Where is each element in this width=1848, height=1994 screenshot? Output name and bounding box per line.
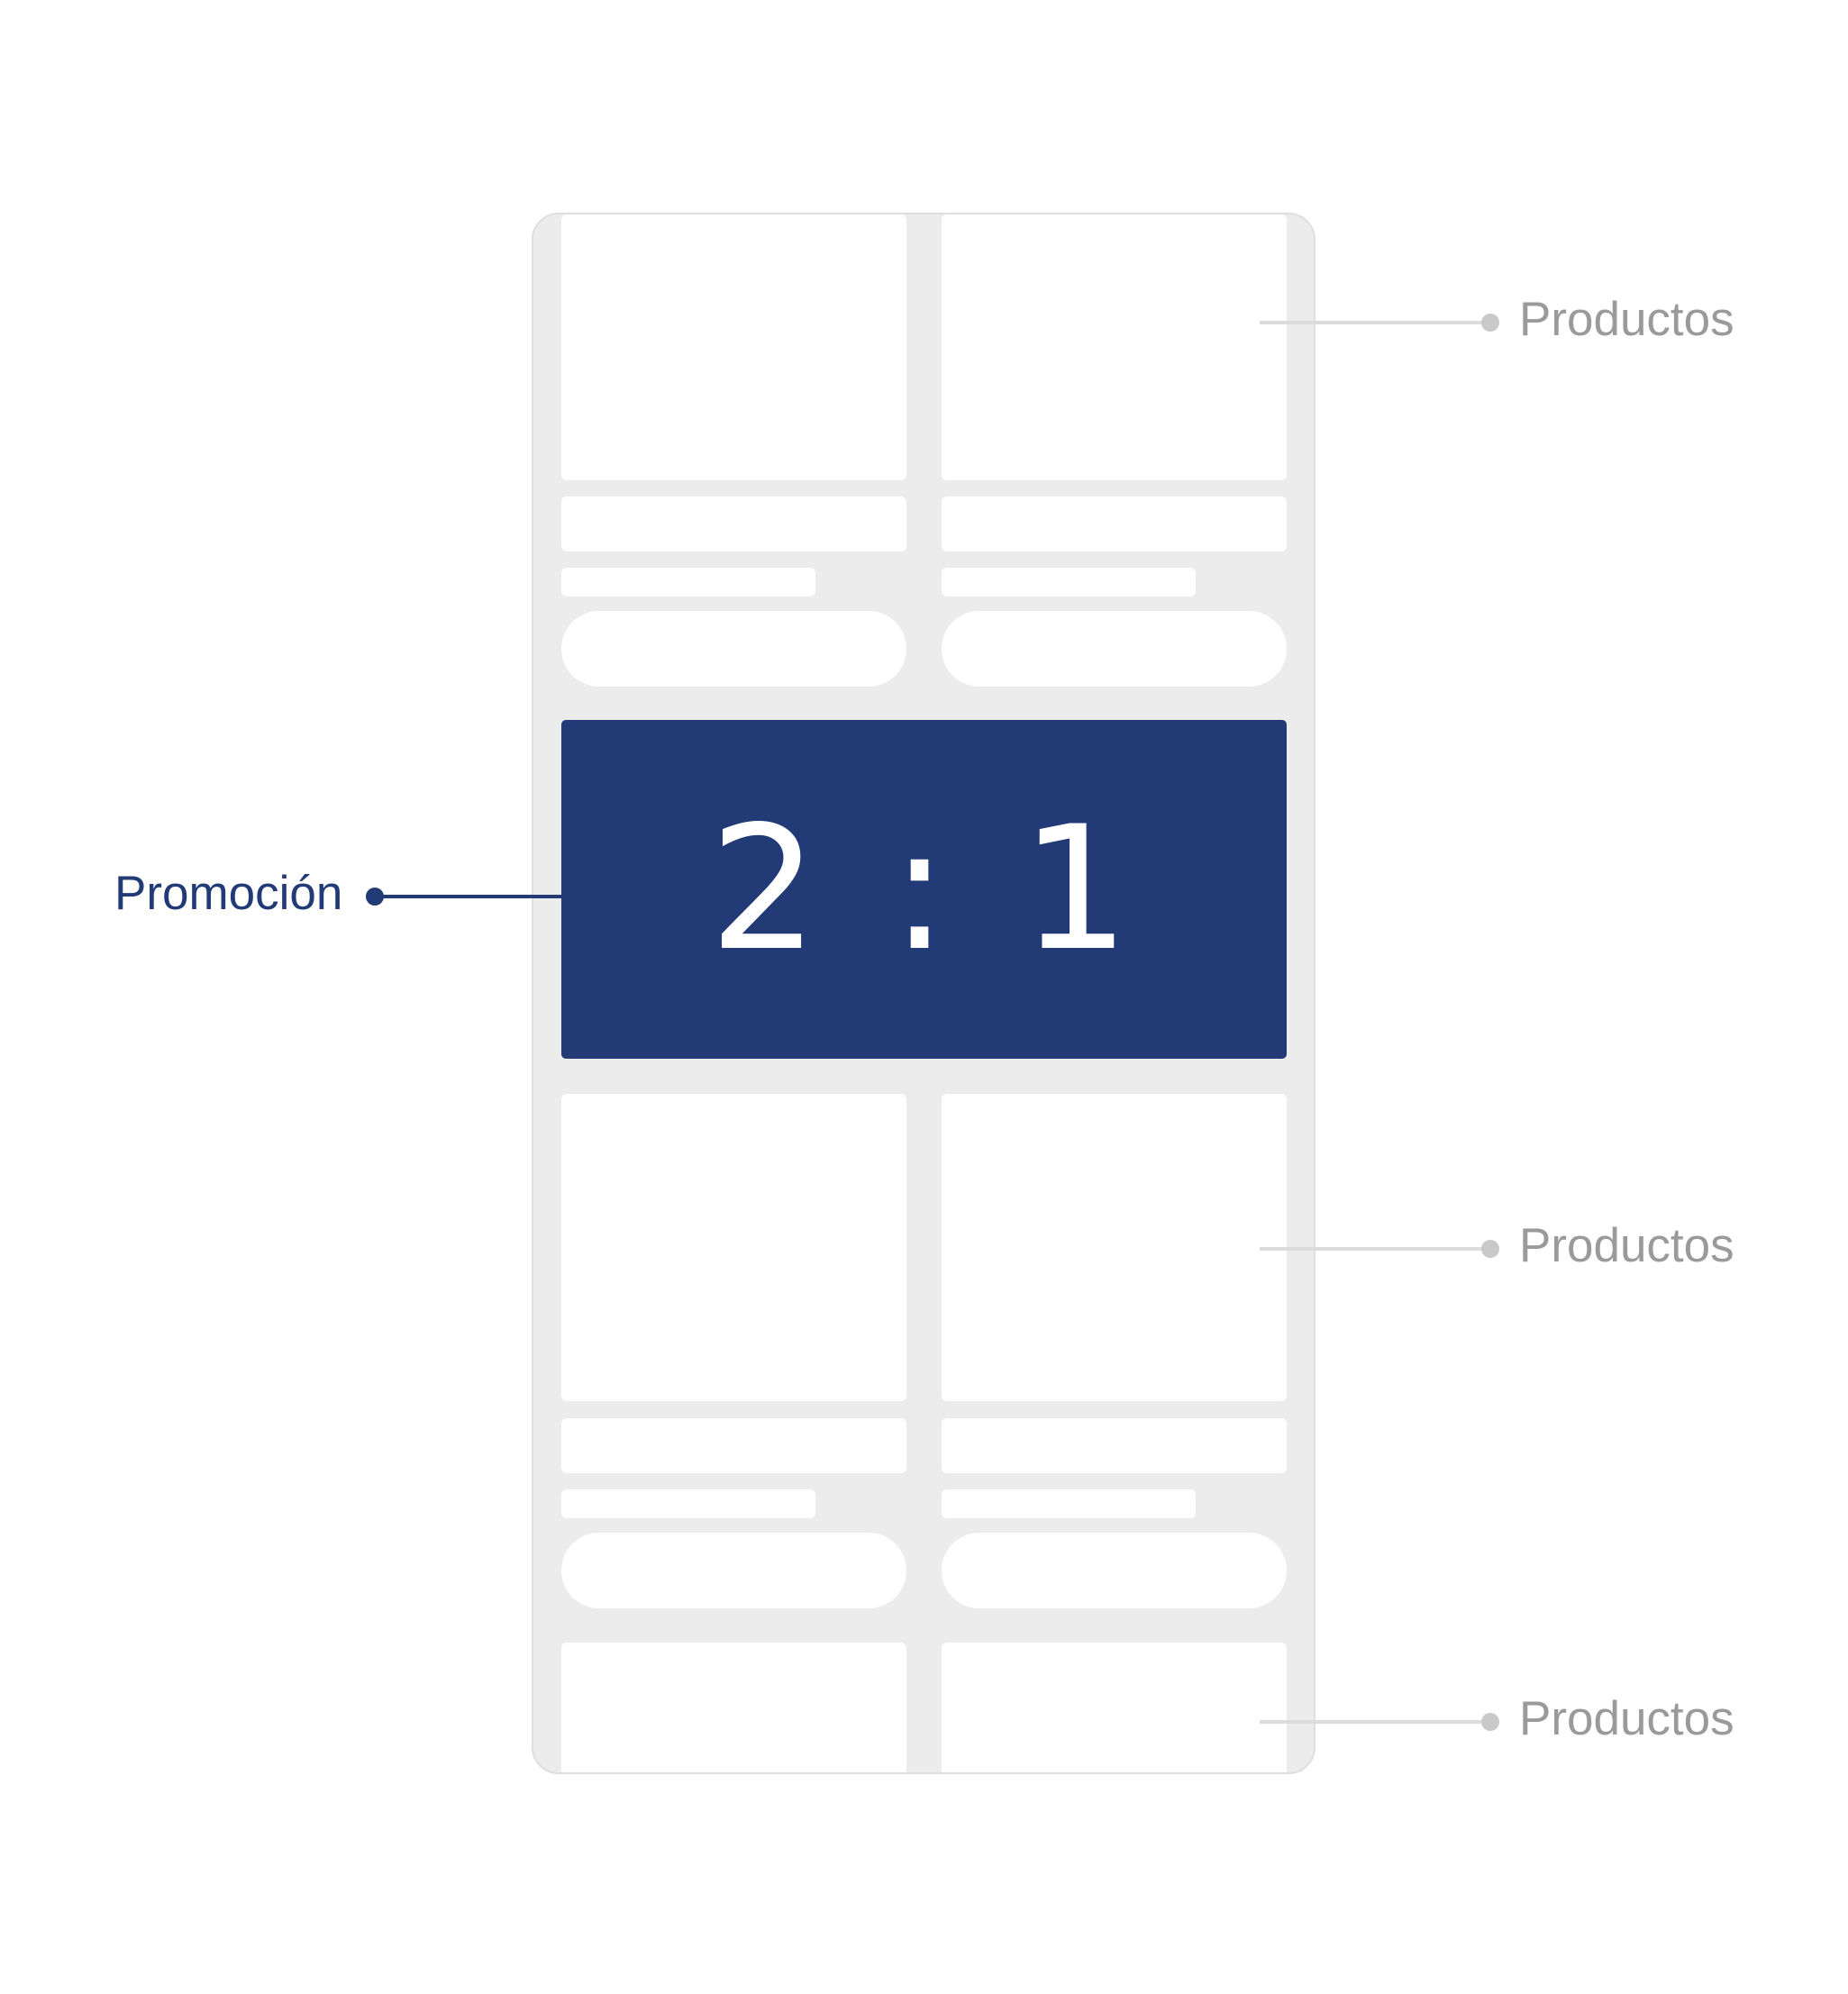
products-callout-label: Productos <box>1519 1692 1734 1745</box>
product-image-placeholder <box>561 1643 906 1772</box>
products-callout-label: Productos <box>1519 293 1734 346</box>
products-callout-dot <box>1481 1240 1499 1258</box>
products-callout-line <box>1260 1720 1485 1724</box>
promotion-aspect-ratio: 2 : 1 <box>709 789 1139 988</box>
product-price-placeholder <box>561 1489 815 1518</box>
products-callout-line <box>1260 1247 1485 1251</box>
product-button-placeholder <box>942 611 1287 687</box>
promotion-callout-label: Promoción <box>114 867 343 920</box>
promotion-banner: 2 : 1 <box>561 720 1287 1059</box>
products-callout-dot <box>1481 314 1499 332</box>
product-title-placeholder <box>561 496 906 551</box>
product-button-placeholder <box>942 1533 1287 1608</box>
product-image-placeholder <box>561 214 906 480</box>
product-price-placeholder <box>561 568 815 596</box>
products-callout-line <box>1260 321 1485 324</box>
product-price-placeholder <box>942 1489 1196 1518</box>
product-title-placeholder <box>561 1418 906 1473</box>
promotion-callout-dot <box>366 888 384 906</box>
products-callout-label: Productos <box>1519 1219 1734 1272</box>
product-image-placeholder <box>942 214 1287 480</box>
phone-frame: 2 : 1 <box>532 213 1315 1774</box>
product-price-placeholder <box>942 568 1196 596</box>
promotion-callout-line <box>382 895 562 898</box>
product-image-placeholder <box>942 1094 1287 1401</box>
product-button-placeholder <box>561 1533 906 1608</box>
product-image-placeholder <box>942 1643 1287 1772</box>
product-image-placeholder <box>561 1094 906 1401</box>
product-button-placeholder <box>561 611 906 687</box>
product-title-placeholder <box>942 496 1287 551</box>
products-callout-dot <box>1481 1713 1499 1731</box>
product-title-placeholder <box>942 1418 1287 1473</box>
